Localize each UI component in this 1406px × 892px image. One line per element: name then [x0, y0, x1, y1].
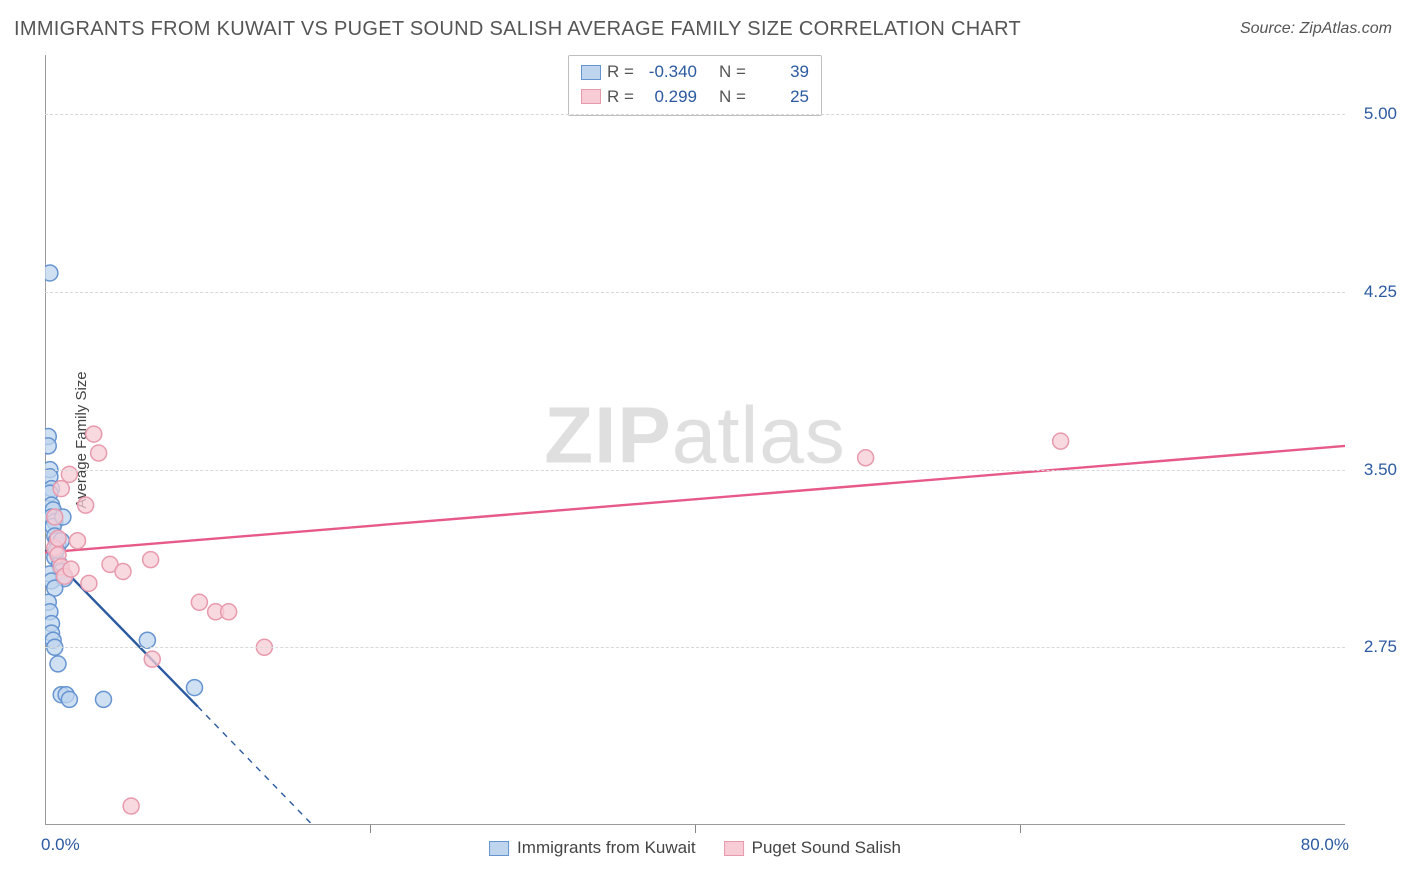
x-max-label: 80.0% [1301, 835, 1349, 855]
correlation-legend: R = -0.340 N = 39 R = 0.299 N = 25 [568, 55, 822, 116]
plot-area: Average Family Size ZIPatlas R = -0.340 … [45, 55, 1345, 825]
x-min-label: 0.0% [41, 835, 80, 855]
legend-row-salish: R = 0.299 N = 25 [581, 85, 809, 110]
r-value-salish: 0.299 [643, 85, 697, 110]
swatch-salish-icon [724, 841, 744, 856]
y-tick-label: 2.75 [1364, 637, 1397, 657]
x-tick [695, 825, 696, 833]
gridline [45, 292, 1345, 293]
series-legend: Immigrants from Kuwait Puget Sound Salis… [489, 838, 901, 858]
legend-item-salish: Puget Sound Salish [724, 838, 901, 858]
legend-label-kuwait: Immigrants from Kuwait [517, 838, 696, 858]
swatch-salish [581, 89, 601, 104]
r-label: R = [607, 60, 637, 85]
y-tick-label: 3.50 [1364, 460, 1397, 480]
n-label: N = [719, 85, 749, 110]
chart-title: IMMIGRANTS FROM KUWAIT VS PUGET SOUND SA… [14, 18, 1021, 40]
r-label: R = [607, 85, 637, 110]
legend-item-kuwait: Immigrants from Kuwait [489, 838, 696, 858]
gridline [45, 114, 1345, 115]
swatch-kuwait-icon [489, 841, 509, 856]
source-attribution: Source: ZipAtlas.com [1240, 20, 1392, 38]
r-value-kuwait: -0.340 [643, 60, 697, 85]
gridline [45, 470, 1345, 471]
title-bar: IMMIGRANTS FROM KUWAIT VS PUGET SOUND SA… [14, 18, 1392, 48]
legend-label-salish: Puget Sound Salish [752, 838, 901, 858]
plot-svg [45, 55, 1345, 825]
n-value-kuwait: 39 [755, 60, 809, 85]
n-value-salish: 25 [755, 85, 809, 110]
y-tick-label: 5.00 [1364, 104, 1397, 124]
gridline [45, 647, 1345, 648]
legend-row-kuwait: R = -0.340 N = 39 [581, 60, 809, 85]
x-tick [1020, 825, 1021, 833]
swatch-kuwait [581, 65, 601, 80]
chart-root: IMMIGRANTS FROM KUWAIT VS PUGET SOUND SA… [0, 0, 1406, 892]
x-tick [370, 825, 371, 833]
y-tick-label: 4.25 [1364, 282, 1397, 302]
n-label: N = [719, 60, 749, 85]
